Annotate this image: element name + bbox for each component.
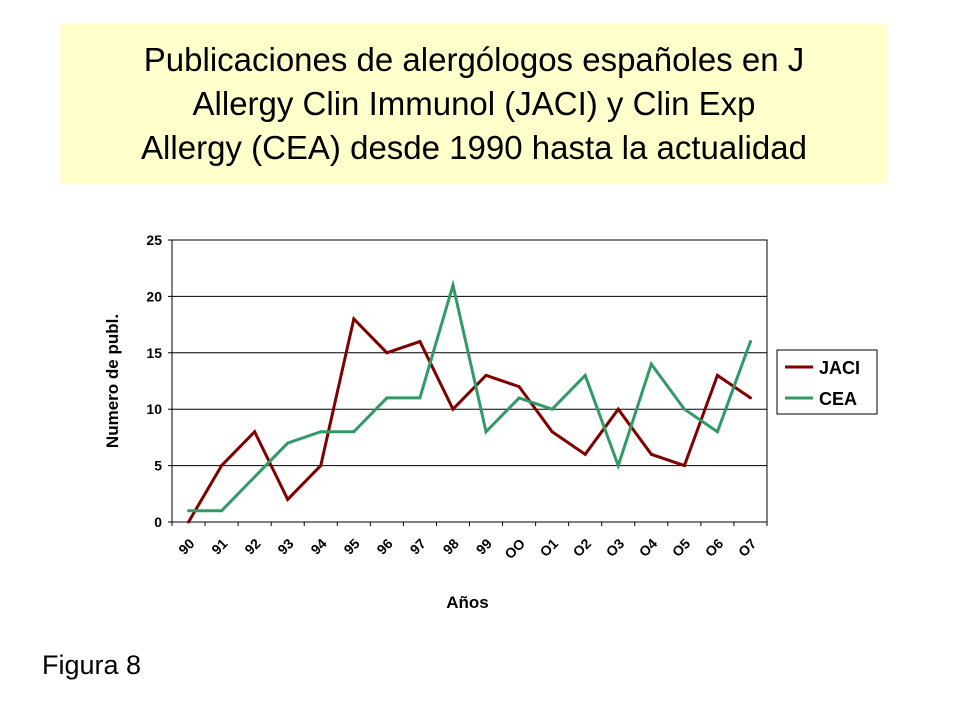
data-point-jaci-91	[220, 464, 224, 468]
data-point-cea-OO	[517, 396, 521, 400]
x-tick-label-O5: O5	[669, 535, 694, 560]
x-tick-label-90: 90	[175, 535, 197, 557]
data-point-jaci-O6	[715, 373, 719, 377]
data-point-cea-O3	[616, 464, 620, 468]
y-tick-label-10: 10	[146, 401, 162, 417]
data-point-jaci-99	[484, 373, 488, 377]
x-tick-label-92: 92	[241, 535, 263, 557]
data-point-jaci-O3	[616, 407, 620, 411]
data-point-cea-O5	[682, 407, 686, 411]
data-point-cea-95	[352, 430, 356, 434]
data-point-cea-99	[484, 430, 488, 434]
y-tick-label-0: 0	[154, 514, 162, 530]
data-point-jaci-94	[319, 464, 323, 468]
data-point-jaci-OO	[517, 385, 521, 389]
x-tick-label-O3: O3	[603, 535, 628, 560]
data-point-cea-O7	[748, 340, 752, 344]
x-tick-label-91: 91	[208, 535, 230, 557]
x-tick-label-93: 93	[274, 535, 296, 557]
data-point-jaci-O1	[550, 430, 554, 434]
x-tick-label-O2: O2	[570, 535, 595, 560]
x-tick-label-O7: O7	[735, 535, 760, 560]
data-point-cea-O4	[649, 362, 653, 366]
x-tick-label-98: 98	[440, 535, 462, 557]
data-point-cea-91	[220, 509, 224, 513]
data-point-jaci-98	[451, 407, 455, 411]
x-tick-label-96: 96	[373, 535, 395, 557]
data-point-jaci-O7	[748, 396, 752, 400]
x-tick-label-O1: O1	[537, 535, 562, 560]
x-tick-label-O4: O4	[636, 535, 661, 560]
y-tick-label-15: 15	[146, 345, 162, 361]
data-point-jaci-O5	[682, 464, 686, 468]
x-axis-title: Años	[446, 593, 489, 612]
data-point-cea-O1	[550, 407, 554, 411]
y-tick-label-20: 20	[146, 288, 162, 304]
legend-box	[776, 349, 878, 415]
legend-label-jaci: JACI	[819, 358, 860, 378]
series-line-cea	[188, 279, 752, 513]
data-point-cea-94	[319, 430, 323, 434]
title-box: Publicaciones de alergólogos españoles e…	[60, 24, 888, 184]
x-tick-label-O6: O6	[702, 535, 727, 560]
data-point-cea-O6	[715, 430, 719, 434]
data-point-jaci-96	[385, 351, 389, 355]
x-tick-label-99: 99	[473, 535, 495, 557]
data-point-jaci-93	[286, 497, 290, 501]
data-point-jaci-95	[352, 317, 356, 321]
data-point-cea-92	[253, 475, 257, 479]
data-point-cea-97	[418, 396, 422, 400]
title-line-2: Allergy Clin Immunol (JACI) y Clin Exp	[192, 85, 756, 122]
x-tick-label-95: 95	[340, 535, 362, 557]
data-point-cea-98	[451, 283, 455, 287]
y-tick-label-5: 5	[154, 458, 162, 474]
x-tick-label-97: 97	[407, 535, 429, 557]
title-line-1: Publicaciones de alergólogos españoles e…	[143, 41, 805, 78]
data-point-cea-O2	[583, 373, 587, 377]
x-tick-label-OO: OO	[501, 535, 528, 562]
y-tick-label-25: 25	[146, 232, 162, 248]
title-line-3: Allergy (CEA) desde 1990 hasta la actual…	[141, 129, 807, 166]
data-point-jaci-O4	[649, 452, 653, 456]
legend-label-cea: CEA	[819, 389, 857, 409]
figure-label: Figura 8	[42, 650, 142, 680]
data-point-cea-93	[286, 441, 290, 445]
data-point-jaci-O2	[583, 452, 587, 456]
data-point-jaci-92	[253, 430, 257, 434]
data-point-jaci-90	[187, 520, 191, 524]
series-line-jaci	[187, 315, 752, 523]
data-point-cea-90	[187, 509, 191, 513]
y-axis-title: Numero de publ.	[103, 314, 122, 448]
data-point-jaci-97	[418, 340, 422, 344]
plot-area-border	[171, 239, 768, 523]
x-tick-label-94: 94	[307, 535, 329, 557]
data-point-cea-96	[385, 396, 389, 400]
